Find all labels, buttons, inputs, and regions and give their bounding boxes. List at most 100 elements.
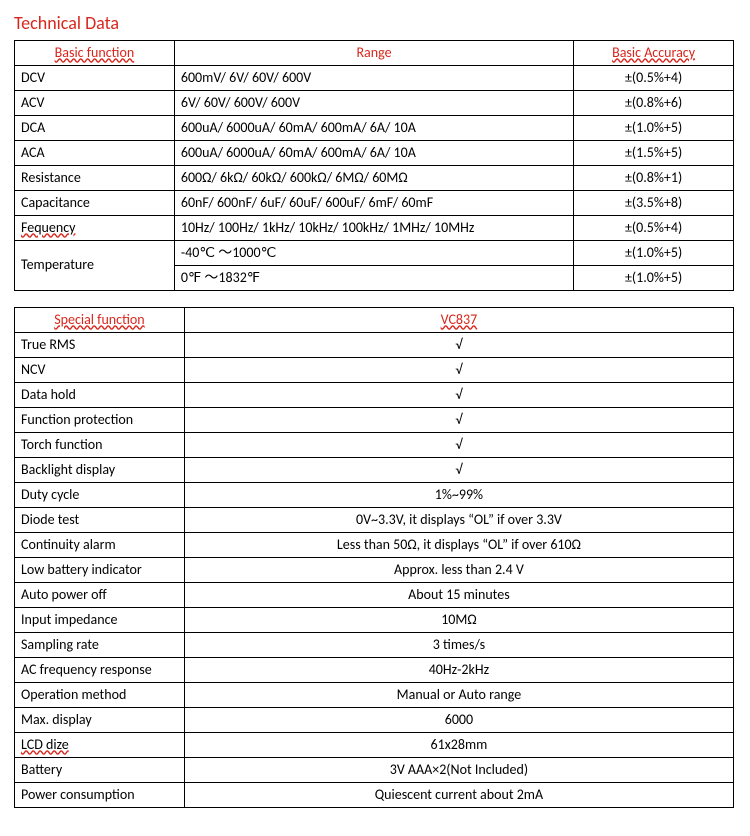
cell-value: 6000: [184, 708, 733, 733]
table-row: Torch function√: [15, 433, 734, 458]
table-row: LCD dize61x28mm: [15, 733, 734, 758]
table-row: Operation methodManual or Auto range: [15, 683, 734, 708]
table-row: Battery3V AAA×2(Not Included): [15, 758, 734, 783]
cell-accuracy: ±(1.0%+5): [574, 266, 734, 291]
table-row: ACA600uA/ 6000uA/ 60mA/ 600mA/ 6A/ 10A±(…: [15, 141, 734, 166]
cell-function: Resistance: [15, 166, 175, 191]
cell-value: 3 times/s: [184, 633, 733, 658]
table-row: Continuity alarmLess than 50Ω, it displa…: [15, 533, 734, 558]
cell-value: √: [184, 408, 733, 433]
cell-value: 61x28mm: [184, 733, 733, 758]
cell-value: 10MΩ: [184, 608, 733, 633]
cell-function: ACV: [15, 91, 175, 116]
cell-value: √: [184, 358, 733, 383]
cell-function: Torch function: [15, 433, 185, 458]
cell-function: Low battery indicator: [15, 558, 185, 583]
cell-function: True RMS: [15, 333, 185, 358]
table-row: Duty cycle1%~99%: [15, 483, 734, 508]
cell-range: 600uA/ 6000uA/ 60mA/ 600mA/ 6A/ 10A: [174, 141, 573, 166]
table-header-row: Special function VC837: [15, 308, 734, 333]
cell-value: About 15 minutes: [184, 583, 733, 608]
cell-function: Backlight display: [15, 458, 185, 483]
table-row: Power consumptionQuiescent current about…: [15, 783, 734, 808]
table-row: Function protection√: [15, 408, 734, 433]
cell-value: Less than 50Ω, it displays “OL” if over …: [184, 533, 733, 558]
cell-function: Data hold: [15, 383, 185, 408]
cell-function: Fequency: [15, 216, 175, 241]
cell-accuracy: ±(3.5%+8): [574, 191, 734, 216]
table-header-row: Basic function Range Basic Accuracy: [15, 41, 734, 66]
cell-function: ACA: [15, 141, 175, 166]
special-function-table: Special function VC837 True RMS√NCV√Data…: [14, 307, 734, 808]
cell-function: Max. display: [15, 708, 185, 733]
cell-accuracy: ±(1.0%+5): [574, 116, 734, 141]
cell-value: √: [184, 383, 733, 408]
table-row: Low battery indicatorApprox. less than 2…: [15, 558, 734, 583]
cell-value: 3V AAA×2(Not Included): [184, 758, 733, 783]
cell-function: Diode test: [15, 508, 185, 533]
cell-range: 0℉ ～1832℉: [174, 266, 573, 291]
basic-function-table: Basic function Range Basic Accuracy DCV6…: [14, 40, 734, 291]
cell-value: Approx. less than 2.4 V: [184, 558, 733, 583]
table-row: Backlight display√: [15, 458, 734, 483]
cell-function: Input impedance: [15, 608, 185, 633]
header-basic-accuracy: Basic Accuracy: [574, 41, 734, 66]
cell-function: Duty cycle: [15, 483, 185, 508]
cell-accuracy: ±(1.5%+5): [574, 141, 734, 166]
table-row: NCV√: [15, 358, 734, 383]
cell-value: √: [184, 433, 733, 458]
table-row: DCA600uA/ 6000uA/ 60mA/ 600mA/ 6A/ 10A±(…: [15, 116, 734, 141]
header-basic-function: Basic function: [15, 41, 175, 66]
cell-range: 600mV/ 6V/ 60V/ 600V: [174, 66, 573, 91]
header-model: VC837: [184, 308, 733, 333]
table-row: Fequency10Hz/ 100Hz/ 1kHz/ 10kHz/ 100kHz…: [15, 216, 734, 241]
cell-value: 0V~3.3V, it displays “OL” if over 3.3V: [184, 508, 733, 533]
cell-function: Function protection: [15, 408, 185, 433]
table-row: Diode test0V~3.3V, it displays “OL” if o…: [15, 508, 734, 533]
cell-function: LCD dize: [15, 733, 185, 758]
cell-accuracy: ±(0.5%+4): [574, 66, 734, 91]
cell-accuracy: ±(0.8%+6): [574, 91, 734, 116]
cell-range: 60nF/ 600nF/ 6uF/ 60uF/ 600uF/ 6mF/ 60mF: [174, 191, 573, 216]
page-title: Technical Data: [14, 12, 738, 34]
cell-value: Quiescent current about 2mA: [184, 783, 733, 808]
cell-function: Temperature: [15, 241, 175, 291]
cell-function: AC frequency response: [15, 658, 185, 683]
cell-function: Continuity alarm: [15, 533, 185, 558]
table-row: Max. display6000: [15, 708, 734, 733]
table-row: AC frequency response40Hz-2kHz: [15, 658, 734, 683]
table-row: Temperature-40℃ ～1000℃±(1.0%+5): [15, 241, 734, 266]
cell-function: Operation method: [15, 683, 185, 708]
cell-function: Capacitance: [15, 191, 175, 216]
table-row: DCV600mV/ 6V/ 60V/ 600V±(0.5%+4): [15, 66, 734, 91]
cell-accuracy: ±(0.8%+1): [574, 166, 734, 191]
table-row: Capacitance60nF/ 600nF/ 6uF/ 60uF/ 600uF…: [15, 191, 734, 216]
cell-range: 10Hz/ 100Hz/ 1kHz/ 10kHz/ 100kHz/ 1MHz/ …: [174, 216, 573, 241]
cell-function: Battery: [15, 758, 185, 783]
cell-value: 1%~99%: [184, 483, 733, 508]
cell-function: DCA: [15, 116, 175, 141]
cell-function: Power consumption: [15, 783, 185, 808]
cell-value: Manual or Auto range: [184, 683, 733, 708]
cell-value: √: [184, 458, 733, 483]
table-row: Input impedance10MΩ: [15, 608, 734, 633]
cell-function: NCV: [15, 358, 185, 383]
cell-function: Sampling rate: [15, 633, 185, 658]
header-range: Range: [174, 41, 573, 66]
table-row: Auto power offAbout 15 minutes: [15, 583, 734, 608]
cell-value: √: [184, 333, 733, 358]
header-special-function: Special function: [15, 308, 185, 333]
cell-accuracy: ±(1.0%+5): [574, 241, 734, 266]
cell-accuracy: ±(0.5%+4): [574, 216, 734, 241]
cell-value: 40Hz-2kHz: [184, 658, 733, 683]
cell-function: DCV: [15, 66, 175, 91]
cell-range: -40℃ ～1000℃: [174, 241, 573, 266]
cell-range: 600uA/ 6000uA/ 60mA/ 600mA/ 6A/ 10A: [174, 116, 573, 141]
cell-range: 600Ω/ 6kΩ/ 60kΩ/ 600kΩ/ 6MΩ/ 60MΩ: [174, 166, 573, 191]
cell-function: Auto power off: [15, 583, 185, 608]
table-row: Resistance600Ω/ 6kΩ/ 60kΩ/ 600kΩ/ 6MΩ/ 6…: [15, 166, 734, 191]
table-row: True RMS√: [15, 333, 734, 358]
cell-range: 6V/ 60V/ 600V/ 600V: [174, 91, 573, 116]
table-row: ACV6V/ 60V/ 600V/ 600V±(0.8%+6): [15, 91, 734, 116]
table-row: Data hold√: [15, 383, 734, 408]
